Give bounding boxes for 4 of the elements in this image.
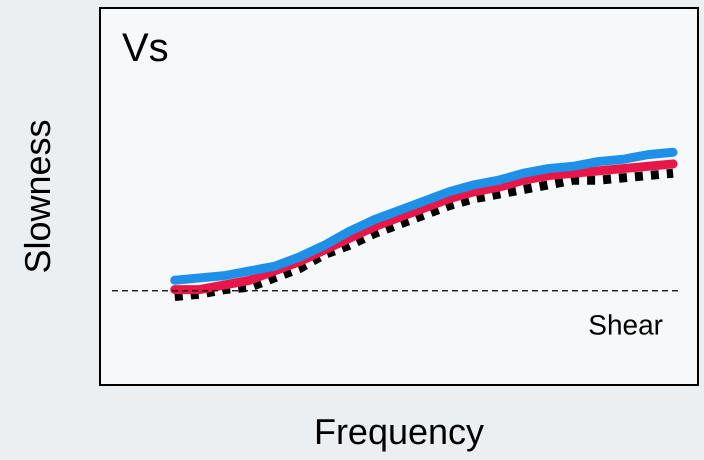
x-axis-title: Frequency [314, 410, 484, 452]
chart-title: Vs [122, 26, 169, 70]
ref-line-label: Shear [588, 309, 663, 340]
y-axis-title: Slowness [16, 119, 58, 274]
